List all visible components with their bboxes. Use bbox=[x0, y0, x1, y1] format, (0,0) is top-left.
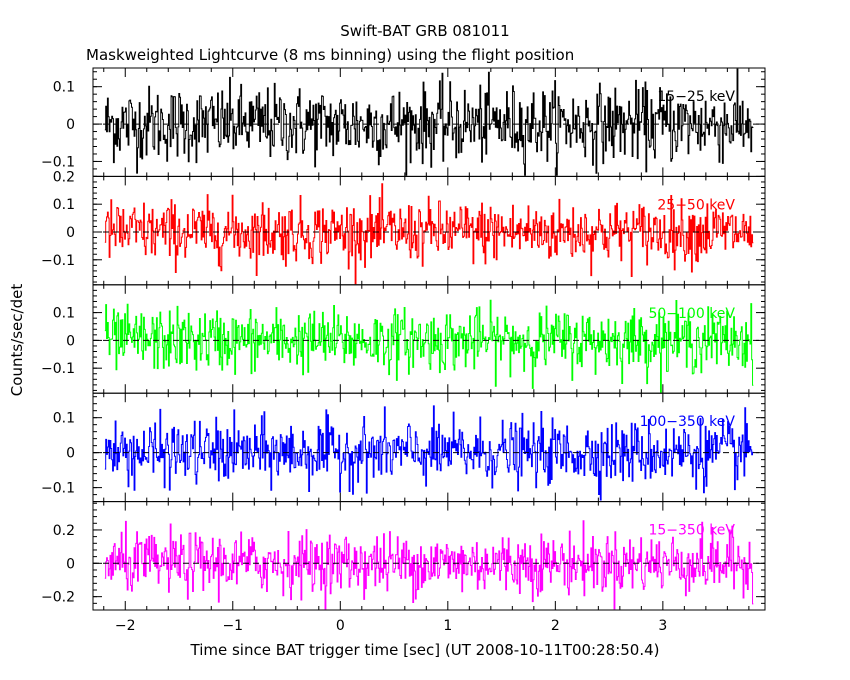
y-tick-label: 0.2 bbox=[53, 523, 75, 539]
panel-25-50-kev: 0.2 0.1 0 −0.1 25−50 keV bbox=[41, 169, 766, 286]
band-label: 15−25 keV bbox=[657, 89, 735, 105]
x-axis-label: Time since BAT trigger time [sec] (UT 20… bbox=[190, 641, 660, 659]
chart-title: Swift-BAT GRB 081011 bbox=[340, 22, 509, 40]
chart-subtitle: Maskweighted Lightcurve (8 ms binning) u… bbox=[86, 46, 574, 64]
band-label: 50−100 keV bbox=[648, 306, 735, 322]
series-line bbox=[104, 520, 754, 610]
x-tick-label: 3 bbox=[658, 618, 667, 634]
band-label: 15−350 keV bbox=[648, 523, 735, 539]
x-axis: −2 −1 0 1 2 3 bbox=[115, 618, 667, 634]
y-tick-label: 0.1 bbox=[53, 411, 75, 427]
band-label: 100−350 keV bbox=[640, 414, 736, 430]
y-tick-label: 0.2 bbox=[53, 169, 75, 185]
y-tick-label: 0 bbox=[66, 117, 75, 133]
x-tick-label: 2 bbox=[551, 618, 560, 634]
x-tick-label: −1 bbox=[222, 618, 243, 634]
y-tick-label: 0 bbox=[66, 333, 75, 349]
panel-frame bbox=[92, 501, 766, 611]
series-line bbox=[104, 68, 754, 176]
y-tick-label: 0 bbox=[66, 225, 75, 241]
y-tick-label: 0.1 bbox=[53, 197, 75, 213]
y-axis-label: Counts/sec/det bbox=[8, 284, 26, 397]
panels-group: 0.1 0 −0.1 15−25 keV 0.2 0.1 0 −0.1 25−50 keV 0.1… bbox=[41, 67, 766, 611]
x-tick-label: 1 bbox=[443, 618, 452, 634]
band-label: 25−50 keV bbox=[657, 197, 735, 213]
panel-100-350-kev: 0.1 0 −0.1 100−350 keV bbox=[41, 392, 766, 503]
panel-50-100-kev: 0.1 0 −0.1 50−100 keV bbox=[41, 284, 766, 394]
y-tick-label: −0.1 bbox=[41, 253, 75, 269]
y-tick-label: 0 bbox=[66, 446, 75, 462]
y-tick-label: 0 bbox=[66, 556, 75, 572]
series-line bbox=[104, 299, 754, 393]
panel-15-25-kev: 0.1 0 −0.1 15−25 keV bbox=[41, 67, 766, 177]
y-tick-label: 0.1 bbox=[53, 306, 75, 322]
y-tick-label: −0.1 bbox=[41, 481, 75, 497]
x-tick-label: 0 bbox=[336, 618, 345, 634]
y-tick-label: −0.2 bbox=[41, 590, 75, 606]
series-line bbox=[104, 405, 754, 501]
x-tick-label: −2 bbox=[115, 618, 136, 634]
series-line bbox=[104, 183, 754, 285]
panel-15-350-kev: 0.2 0 −0.2 15−350 keV bbox=[41, 501, 766, 611]
y-tick-label: −0.1 bbox=[41, 361, 75, 377]
y-tick-label: 0.1 bbox=[53, 80, 75, 96]
y-tick-label: −0.1 bbox=[41, 154, 75, 170]
